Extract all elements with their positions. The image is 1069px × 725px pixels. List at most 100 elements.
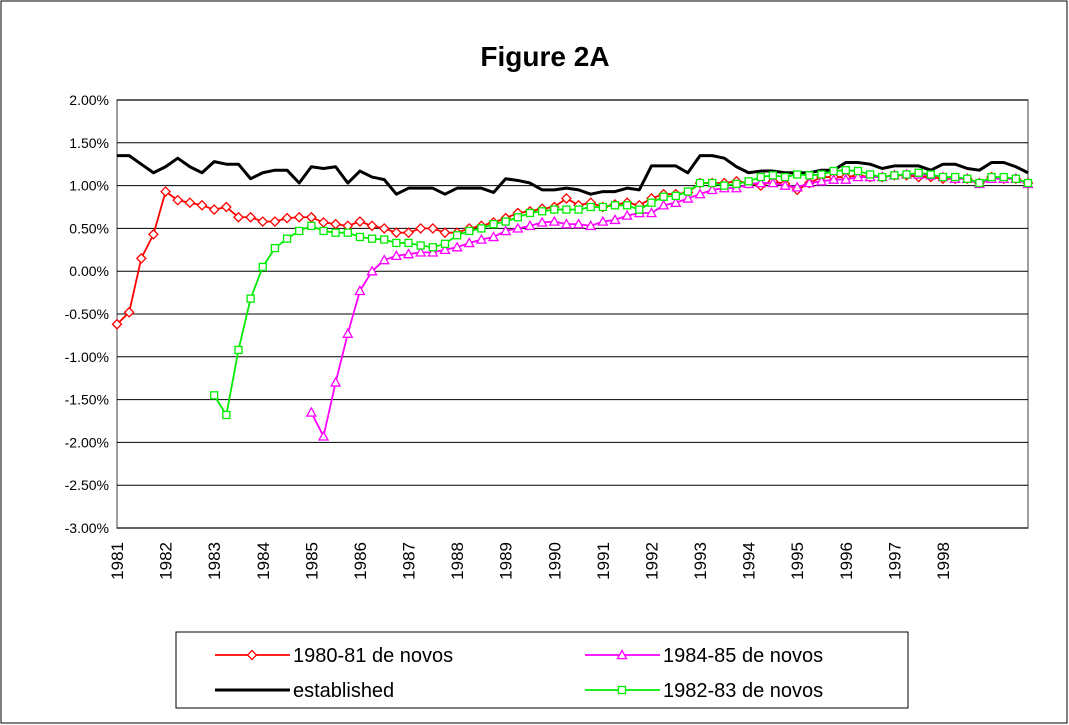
marker [623,201,632,210]
y-tick-label: 0.50% [69,220,109,236]
marker [815,175,828,186]
marker [537,207,547,216]
marker [210,391,219,400]
marker [550,205,559,214]
marker [610,201,620,210]
marker [635,205,644,214]
x-tick-label: 1985 [302,542,321,580]
marker [246,294,255,303]
marker [695,178,705,188]
marker [975,178,984,188]
marker [902,170,911,179]
marker [791,181,803,192]
marker [999,172,1008,182]
marker [342,327,354,338]
marker [439,227,451,239]
marker [307,221,316,230]
marker [343,228,352,237]
marker [378,254,390,265]
marker [465,226,474,236]
marker [803,177,815,188]
marker [257,216,269,227]
y-tick-label: -3.00% [65,520,109,536]
marker [926,170,935,179]
marker [427,222,439,234]
marker [657,199,670,210]
marker [317,430,330,441]
marker [354,216,366,227]
marker [744,177,753,186]
marker [220,201,232,213]
marker [617,685,627,695]
x-tick-label: 1983 [205,542,224,580]
marker [452,231,462,240]
marker [585,219,597,231]
marker [645,207,658,218]
marker [779,179,791,190]
marker [270,243,280,253]
marker [487,231,500,242]
marker [245,211,257,223]
marker [269,216,281,227]
y-tick-label: 2.00% [69,92,109,108]
marker [196,199,208,211]
marker [720,181,729,190]
marker [914,168,923,177]
marker [841,166,850,175]
x-tick-label: 1981 [108,542,127,580]
marker [500,225,512,236]
marker [598,202,608,212]
marker [390,227,402,239]
marker [427,246,439,257]
marker [489,219,498,229]
y-tick-label: 1.50% [69,135,109,151]
x-tick-label: 1993 [691,542,710,580]
marker [355,232,365,242]
x-tick-label: 1982 [157,542,176,580]
legend-label: 1980-81 de novos [293,645,453,667]
marker [647,198,656,207]
marker [331,228,340,237]
marker [987,172,996,182]
marker [281,212,293,224]
marker [805,171,814,180]
marker [366,265,378,276]
marker [208,204,220,215]
marker [548,215,560,226]
marker [148,228,159,240]
marker [659,192,668,201]
marker [963,174,972,183]
marker [354,285,366,296]
marker [572,218,585,229]
x-tick-label: 1989 [497,542,516,580]
marker [477,224,486,233]
marker [732,179,741,189]
y-tick-label: -2.00% [65,434,109,450]
marker [439,243,451,255]
x-tick-label: 1998 [934,542,953,580]
x-tick-label: 1991 [594,542,613,580]
marker [780,172,790,182]
marker [415,246,427,257]
marker [184,197,196,209]
x-tick-label: 1997 [885,542,904,580]
marker [380,235,389,244]
marker [392,238,401,248]
marker [767,177,779,188]
marker [756,172,765,182]
marker [1023,178,1033,188]
x-tick-label: 1986 [351,542,370,580]
marker [282,234,292,243]
marker [402,248,415,259]
marker [670,196,682,207]
marker [609,214,621,225]
marker [793,170,802,179]
marker [694,188,706,199]
marker [525,208,535,218]
x-tick-label: 1984 [254,542,273,580]
marker [463,237,475,248]
marker [683,187,693,196]
marker [246,649,258,661]
marker [416,241,425,250]
